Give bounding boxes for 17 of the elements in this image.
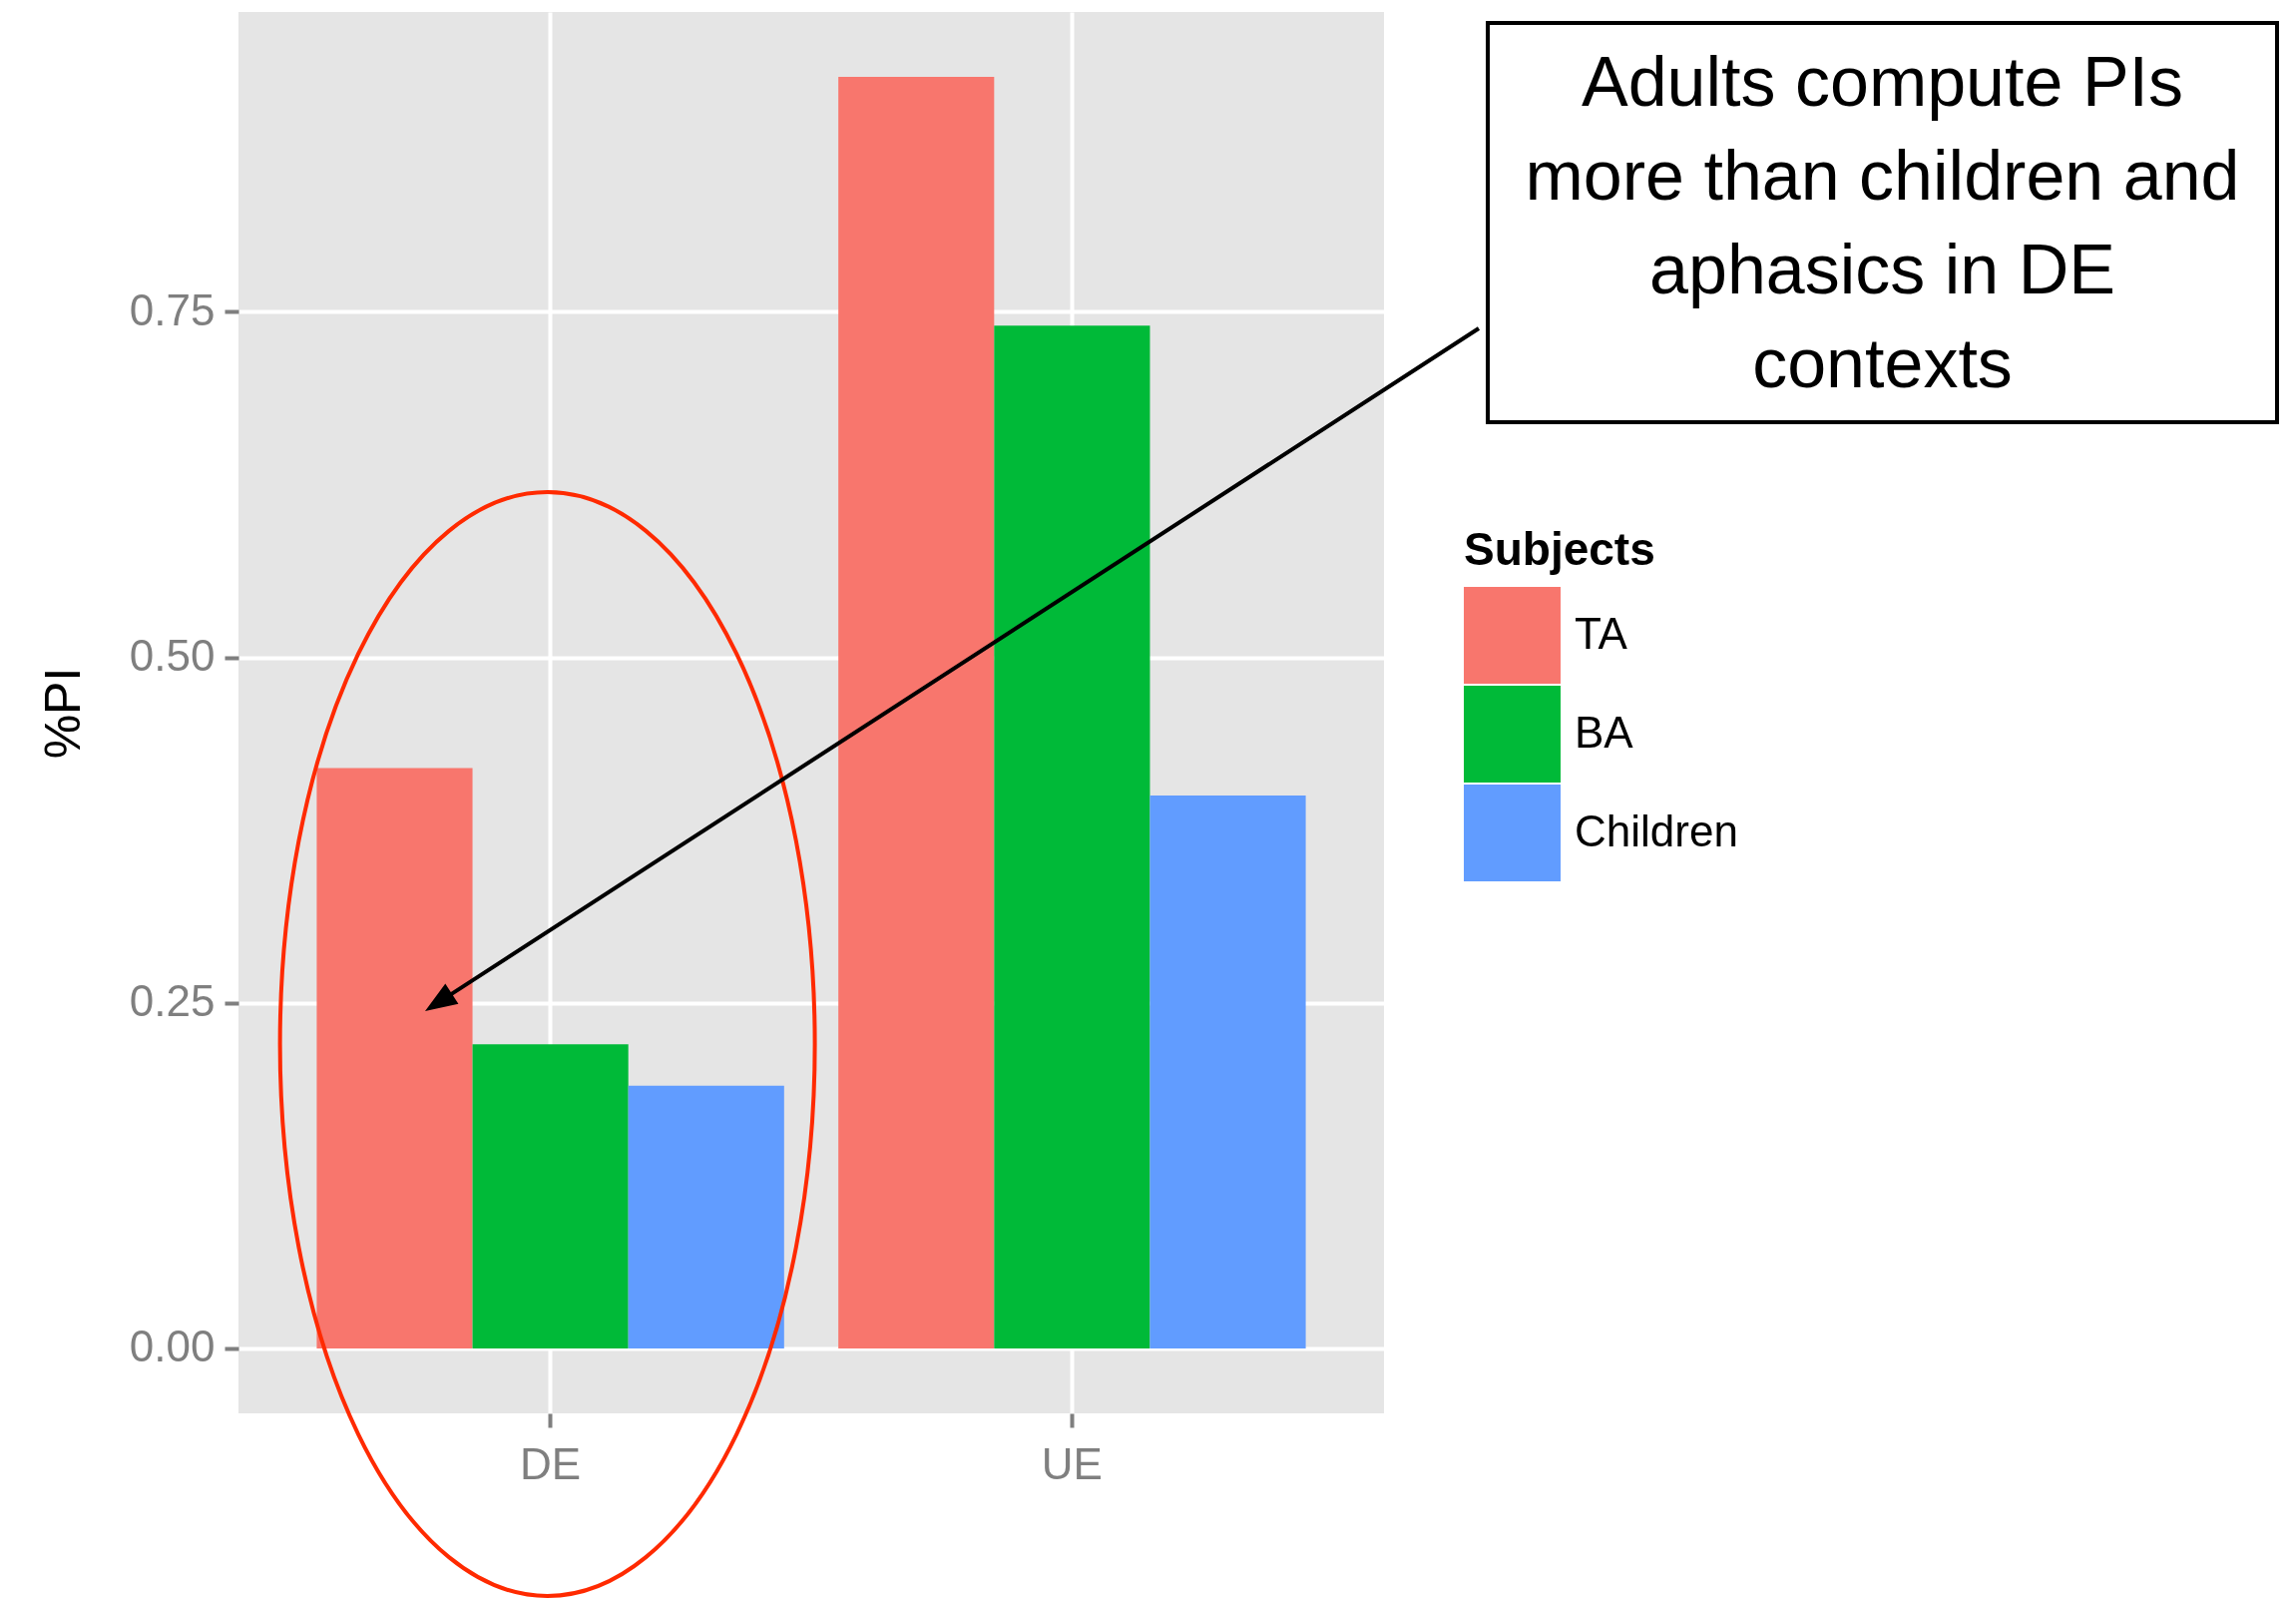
- bar: [628, 1085, 784, 1348]
- legend-label: BA: [1575, 707, 1634, 757]
- y-tick-label: 0.75: [129, 284, 216, 334]
- y-tick-label: 0.25: [129, 976, 216, 1026]
- legend-label: TA: [1575, 608, 1628, 658]
- legend-title: Subjects: [1464, 523, 1655, 575]
- legend-label: Children: [1575, 805, 1738, 855]
- bar: [838, 77, 995, 1348]
- bar: [472, 1044, 629, 1348]
- y-tick-label: 0.50: [129, 631, 216, 681]
- bar: [1149, 796, 1306, 1348]
- x-tick-label: DE: [520, 1438, 582, 1488]
- text: Adults compute PIs more than children and aphasics in DE contexts: [1486, 21, 2279, 424]
- y-tick-label: 0.00: [129, 1322, 216, 1371]
- x-tick-label: UE: [1041, 1438, 1103, 1488]
- bar: [316, 768, 473, 1348]
- y-axis-title: %PI: [34, 667, 91, 760]
